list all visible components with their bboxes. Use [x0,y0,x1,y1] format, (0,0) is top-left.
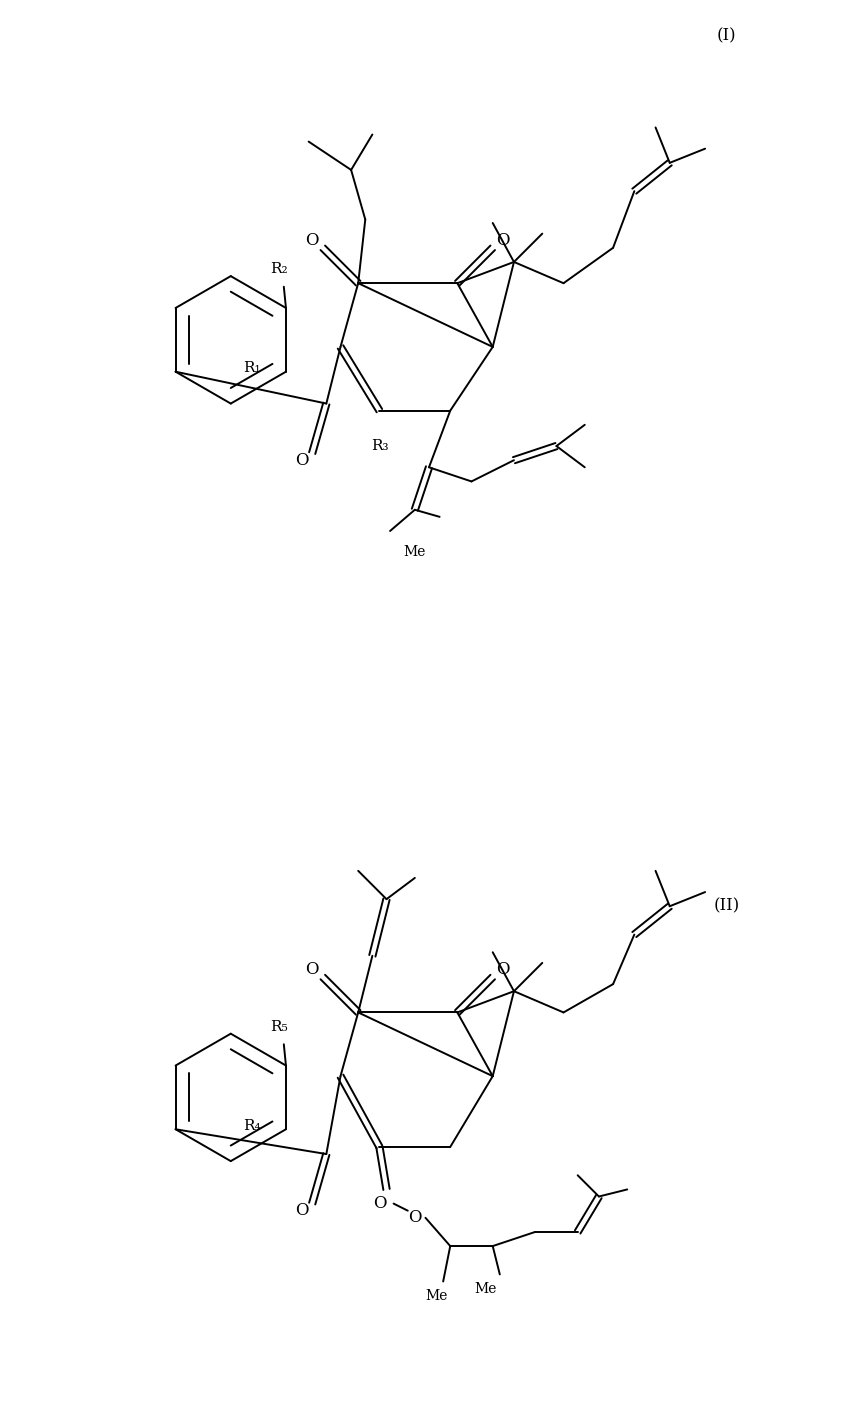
Text: O: O [408,1209,421,1226]
Text: R₁: R₁ [244,361,261,375]
Text: O: O [305,961,319,978]
Text: O: O [497,232,511,249]
Text: Me: Me [403,545,426,559]
Text: Me: Me [425,1289,447,1303]
Text: O: O [305,232,319,249]
Text: R₅: R₅ [270,1020,287,1034]
Text: R₃: R₃ [371,439,388,453]
Text: O: O [372,1195,386,1212]
Text: (II): (II) [713,898,740,915]
Text: O: O [497,961,511,978]
Text: Me: Me [474,1281,497,1296]
Text: R₂: R₂ [270,262,287,276]
Text: (I): (I) [716,27,736,44]
Text: R₄: R₄ [244,1119,261,1133]
Text: O: O [295,1202,308,1219]
Text: O: O [295,452,308,469]
